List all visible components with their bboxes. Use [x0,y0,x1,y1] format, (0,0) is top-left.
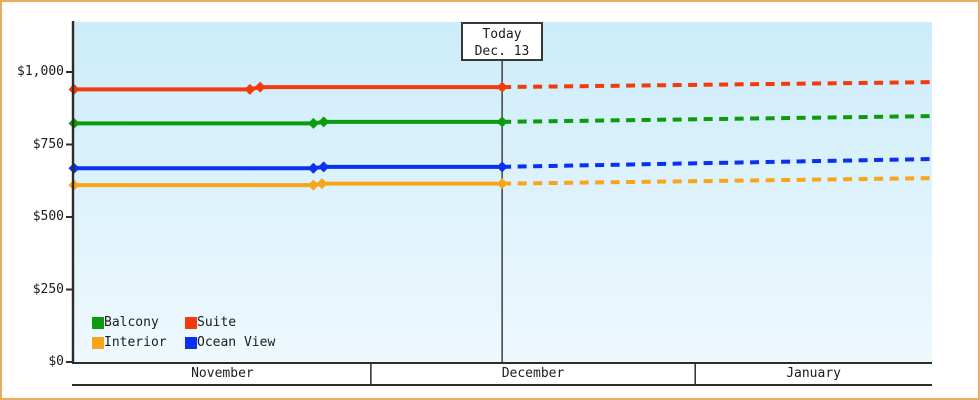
legend-label: Suite [197,315,237,330]
y-tick-label: $0 [48,354,64,369]
marker-balcony [318,116,330,128]
y-tick-label: $1,000 [17,64,64,79]
today-annotation-title: Today [482,27,522,42]
today-annotation: Today Dec. 13 [461,22,543,61]
marker-suite [496,81,508,93]
y-tick-label: $500 [32,209,64,224]
y-tick-label: $250 [32,281,64,297]
series-line-ocean-view [74,164,503,171]
legend-row: Balcony Suite [92,316,275,329]
marker-interior [316,178,328,190]
series-projection-interior [502,176,933,186]
legend-label: Interior [104,335,167,350]
series-projection-suite [502,80,933,90]
legend-swatch-icon [185,316,197,329]
marker-suite [254,81,266,93]
plot-background [74,22,932,362]
legend-swatch-icon [92,336,104,349]
legend-row: Interior Ocean View [92,336,275,349]
marker-ocean-view [496,161,508,173]
month-label-january: January [786,366,841,381]
series-line-suite [74,85,503,92]
legend-label: Ocean View [197,335,276,350]
series-projection-ocean-view [502,157,933,169]
marker-balcony [307,117,319,129]
y-tick-label: $750 [32,136,64,152]
legend-item-interior: Interior [92,336,185,349]
legend-swatch-icon [185,336,197,349]
today-annotation-date: Dec. 13 [474,44,530,59]
month-label-november: November [191,366,254,381]
legend-item-ocean-view: Ocean View [185,336,275,349]
marker-suite [244,83,256,95]
marker-balcony [496,116,508,128]
legend-item-suite: Suite [185,316,236,329]
legend-item-balcony: Balcony [92,316,185,329]
series-line-interior [74,181,503,188]
series-line-balcony [74,119,503,126]
marker-ocean-view [307,162,319,174]
marker-interior [496,178,508,190]
legend-swatch-icon [92,316,104,329]
legend-label: Balcony [104,315,159,330]
marker-ocean-view [318,161,330,173]
series-projection-balcony [502,114,933,124]
legend: Balcony Suite Interior Ocean View [92,316,275,356]
marker-interior [307,179,319,191]
month-label-december: December [501,366,565,381]
